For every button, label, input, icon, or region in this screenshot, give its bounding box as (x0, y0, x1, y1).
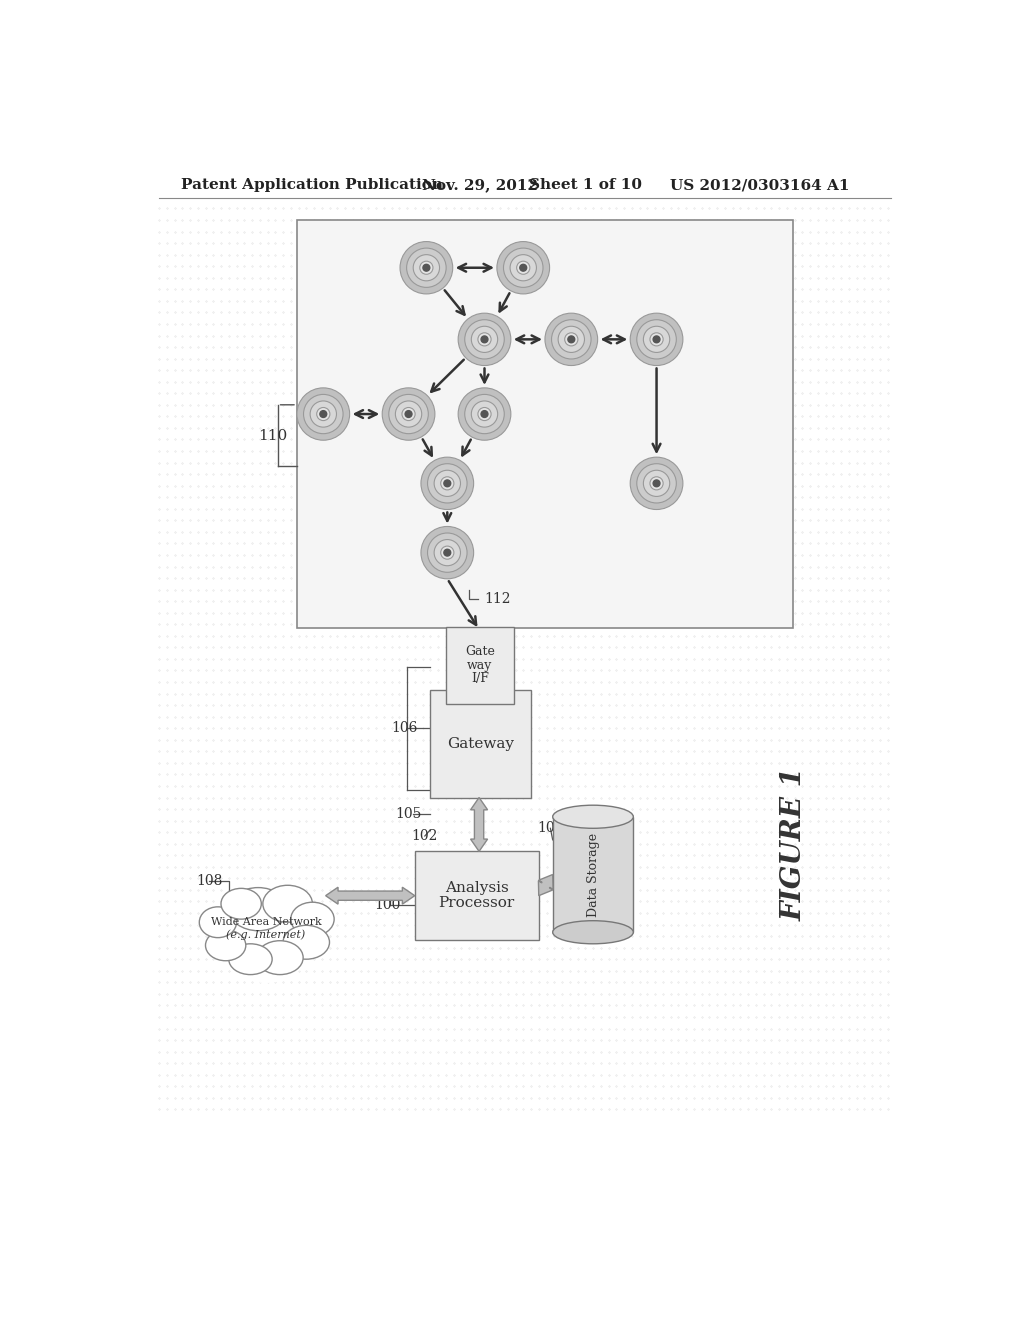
Text: 104: 104 (538, 821, 563, 836)
Circle shape (423, 264, 430, 271)
Text: Gate: Gate (465, 644, 495, 657)
Circle shape (420, 261, 433, 275)
Circle shape (440, 546, 454, 560)
Text: Patent Application Publication: Patent Application Publication (180, 178, 442, 193)
Circle shape (216, 882, 316, 982)
Text: 102: 102 (411, 829, 437, 843)
Circle shape (443, 480, 451, 487)
Text: Processor: Processor (438, 896, 515, 911)
Circle shape (504, 248, 543, 288)
Ellipse shape (553, 805, 633, 829)
Circle shape (434, 470, 461, 496)
Bar (445, 627, 514, 704)
Circle shape (303, 395, 343, 434)
Polygon shape (326, 887, 415, 904)
Text: 105: 105 (395, 808, 422, 821)
Circle shape (653, 337, 660, 343)
Circle shape (395, 401, 422, 428)
Circle shape (421, 457, 474, 510)
Text: Data Storage: Data Storage (587, 833, 599, 916)
Ellipse shape (206, 929, 246, 961)
Bar (553, 817, 633, 932)
Circle shape (319, 411, 327, 417)
Bar (415, 851, 539, 940)
Ellipse shape (228, 944, 272, 974)
Circle shape (637, 319, 676, 359)
Circle shape (428, 463, 467, 503)
Text: (e.g. Internet): (e.g. Internet) (226, 929, 305, 940)
Circle shape (458, 388, 511, 441)
Ellipse shape (228, 887, 288, 931)
Circle shape (545, 313, 598, 366)
Circle shape (552, 319, 591, 359)
Circle shape (653, 480, 660, 487)
Text: way: way (467, 659, 493, 672)
Circle shape (630, 313, 683, 366)
Circle shape (382, 388, 435, 441)
Circle shape (434, 540, 461, 566)
Ellipse shape (200, 907, 237, 937)
Ellipse shape (263, 886, 312, 923)
Text: 110: 110 (258, 429, 288, 442)
Text: FIGURE 1: FIGURE 1 (781, 767, 808, 920)
Circle shape (650, 477, 664, 490)
Circle shape (443, 549, 451, 556)
Polygon shape (471, 797, 487, 851)
Circle shape (465, 319, 504, 359)
Circle shape (402, 408, 415, 421)
Circle shape (478, 333, 492, 346)
Circle shape (650, 333, 664, 346)
Circle shape (458, 313, 511, 366)
Circle shape (481, 411, 487, 417)
Ellipse shape (221, 888, 261, 919)
Circle shape (478, 408, 492, 421)
Circle shape (407, 248, 446, 288)
Circle shape (497, 242, 550, 294)
Text: Wide Area Network: Wide Area Network (211, 917, 322, 927)
Text: I/F: I/F (471, 672, 488, 685)
Circle shape (510, 255, 537, 281)
Circle shape (428, 533, 467, 573)
Ellipse shape (553, 921, 633, 944)
Circle shape (465, 395, 504, 434)
Circle shape (558, 326, 585, 352)
Text: 100: 100 (375, 899, 400, 912)
Circle shape (316, 408, 330, 421)
Bar (430, 689, 531, 797)
Circle shape (414, 255, 439, 281)
Circle shape (389, 395, 428, 434)
Ellipse shape (291, 903, 334, 936)
Text: 106: 106 (391, 721, 418, 735)
Circle shape (471, 326, 498, 352)
Text: 108: 108 (197, 874, 222, 887)
Circle shape (517, 261, 529, 275)
Circle shape (643, 470, 670, 496)
Polygon shape (539, 875, 553, 896)
Circle shape (520, 264, 526, 271)
Circle shape (481, 337, 487, 343)
Bar (297, 220, 793, 628)
Circle shape (297, 388, 349, 441)
Text: 112: 112 (484, 591, 511, 606)
Text: US 2012/0303164 A1: US 2012/0303164 A1 (671, 178, 850, 193)
Circle shape (400, 242, 453, 294)
Text: Analysis: Analysis (444, 880, 509, 895)
Circle shape (421, 527, 474, 579)
Text: Gateway: Gateway (447, 737, 514, 751)
Circle shape (310, 401, 337, 428)
Ellipse shape (283, 925, 330, 960)
Ellipse shape (257, 941, 303, 974)
Circle shape (643, 326, 670, 352)
Text: Sheet 1 of 10: Sheet 1 of 10 (529, 178, 642, 193)
Circle shape (568, 337, 574, 343)
Circle shape (440, 477, 454, 490)
Circle shape (630, 457, 683, 510)
Text: Nov. 29, 2012: Nov. 29, 2012 (423, 178, 539, 193)
Circle shape (471, 401, 498, 428)
Circle shape (406, 411, 412, 417)
Circle shape (564, 333, 578, 346)
Circle shape (637, 463, 676, 503)
